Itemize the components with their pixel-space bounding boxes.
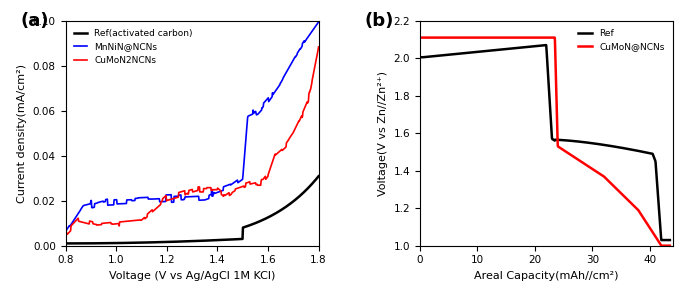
Y-axis label: Current density(mA/cm²): Current density(mA/cm²) (17, 64, 28, 203)
CuMoN2NCNs (126, 219, 135, 223)
CuMoN@NCNs (415, 36, 424, 39)
Ref (666, 238, 674, 242)
Legend: Ref, CuMoN@NCNs: Ref, CuMoN@NCNs (575, 25, 668, 55)
CuMoN@NCNs (441, 36, 449, 39)
Line: CuMoN2NCNs: CuMoN2NCNs (66, 47, 319, 234)
CuMoN@NCNs (615, 190, 624, 193)
Ref (542, 43, 551, 47)
CuMoN@NCNs (666, 244, 674, 247)
CuMoN2NCNs (176, 190, 184, 194)
Ref(activated carbon) (106, 241, 115, 245)
Ref (615, 146, 624, 149)
Ref(activated carbon) (252, 221, 260, 225)
CuMoN@NCNs (517, 36, 525, 39)
Text: (b): (b) (364, 12, 393, 30)
Ref(activated carbon) (61, 242, 70, 245)
MnNiN@NCNs (210, 192, 219, 195)
CuMoN2NCNs (315, 45, 323, 49)
MnNiN@NCNs (315, 20, 323, 24)
MnNiN@NCNs (61, 233, 70, 236)
MnNiN@NCNs (230, 181, 239, 184)
CuMoN2NCNs (61, 233, 70, 236)
Line: MnNiN@NCNs: MnNiN@NCNs (66, 22, 319, 234)
CuMoN2NCNs (106, 221, 115, 224)
CuMoN@NCNs (526, 36, 534, 39)
Ref (526, 45, 534, 49)
Ref (517, 46, 525, 49)
CuMoN2NCNs (210, 188, 219, 192)
CuMoN@NCNs (611, 185, 619, 189)
MnNiN@NCNs (126, 198, 135, 202)
Ref(activated carbon) (126, 241, 135, 244)
Line: CuMoN@NCNs: CuMoN@NCNs (420, 38, 670, 246)
CuMoN2NCNs (252, 183, 260, 186)
Ref (611, 145, 619, 149)
Ref(activated carbon) (315, 174, 323, 178)
CuMoN@NCNs (587, 167, 595, 170)
X-axis label: Voltage (V vs Ag/AgCl 1M KCl): Voltage (V vs Ag/AgCl 1M KCl) (109, 271, 275, 281)
X-axis label: Areal Capacity(mAh//cm²): Areal Capacity(mAh//cm²) (474, 271, 618, 281)
Ref(activated carbon) (176, 240, 184, 243)
Ref (441, 53, 449, 57)
Ref (657, 238, 665, 242)
Ref (415, 56, 424, 59)
CuMoN2NCNs (230, 189, 239, 193)
Legend: Ref(activated carbon), MnNiN@NCNs, CuMoN2NCNs: Ref(activated carbon), MnNiN@NCNs, CuMoN… (70, 25, 197, 68)
Y-axis label: Voltage(V vs Zn//Zn²⁺): Voltage(V vs Zn//Zn²⁺) (378, 71, 388, 196)
Ref (588, 141, 596, 145)
Ref(activated carbon) (230, 238, 239, 241)
MnNiN@NCNs (106, 203, 115, 207)
Line: Ref: Ref (420, 45, 670, 240)
MnNiN@NCNs (252, 111, 260, 115)
MnNiN@NCNs (176, 193, 184, 197)
Line: Ref(activated carbon): Ref(activated carbon) (66, 176, 319, 243)
Ref(activated carbon) (210, 239, 219, 242)
CuMoN@NCNs (657, 244, 665, 247)
Text: (a): (a) (20, 12, 48, 30)
